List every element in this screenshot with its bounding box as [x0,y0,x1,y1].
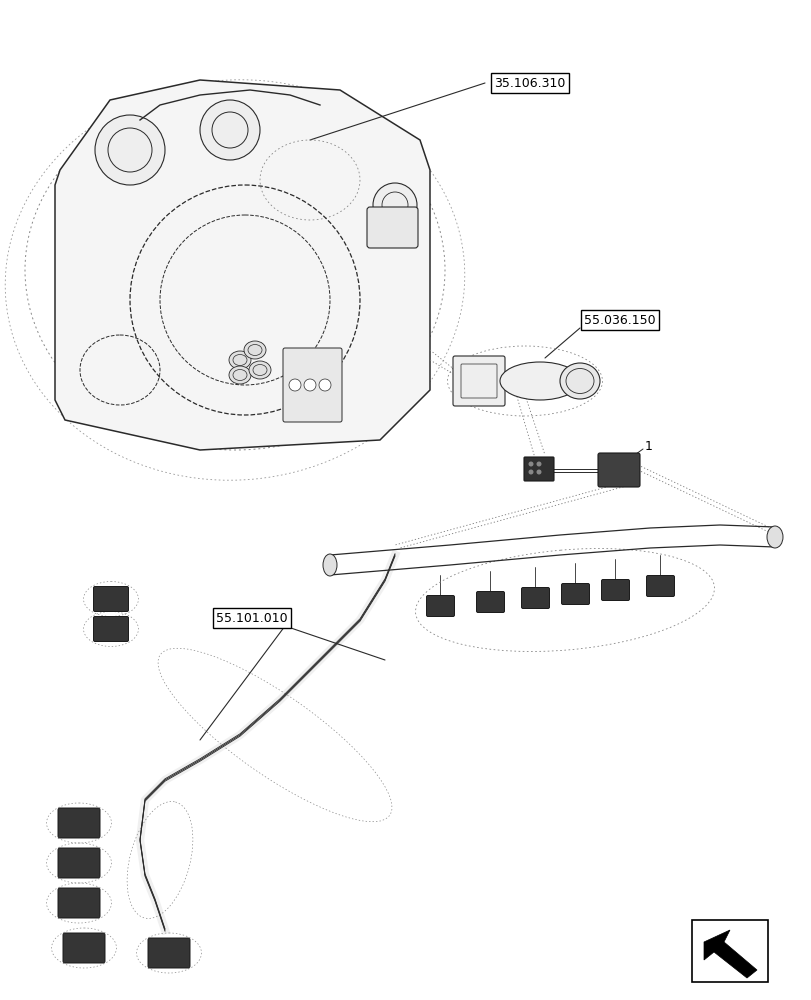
FancyBboxPatch shape [691,920,767,982]
Circle shape [528,462,533,466]
Text: 55.036.150: 55.036.150 [583,314,655,326]
FancyBboxPatch shape [601,580,629,600]
FancyBboxPatch shape [646,576,674,596]
Ellipse shape [229,351,251,369]
Polygon shape [55,80,430,450]
FancyBboxPatch shape [561,584,589,604]
Circle shape [95,115,165,185]
FancyBboxPatch shape [58,848,100,878]
FancyBboxPatch shape [93,586,128,611]
FancyBboxPatch shape [93,616,128,642]
Ellipse shape [249,361,271,379]
FancyBboxPatch shape [523,457,553,481]
FancyBboxPatch shape [63,933,105,963]
Circle shape [372,183,417,227]
FancyBboxPatch shape [58,808,100,838]
Text: 55.101.010: 55.101.010 [216,611,287,624]
FancyBboxPatch shape [283,348,341,422]
Text: 1: 1 [644,440,652,454]
Ellipse shape [229,366,251,384]
FancyBboxPatch shape [367,207,418,248]
Circle shape [289,379,301,391]
FancyBboxPatch shape [58,888,100,918]
Circle shape [303,379,315,391]
FancyBboxPatch shape [521,587,549,608]
Circle shape [536,462,541,466]
Ellipse shape [243,341,266,359]
Circle shape [200,100,260,160]
Ellipse shape [323,554,337,576]
Circle shape [319,379,331,391]
Ellipse shape [560,363,599,399]
FancyBboxPatch shape [426,595,454,616]
Text: 35.106.310: 35.106.310 [494,77,565,90]
FancyBboxPatch shape [476,591,504,612]
FancyBboxPatch shape [597,453,639,487]
FancyBboxPatch shape [148,938,190,968]
Ellipse shape [766,526,782,548]
Circle shape [528,470,533,475]
Circle shape [536,470,541,475]
Polygon shape [703,930,756,978]
Ellipse shape [500,362,579,400]
FancyBboxPatch shape [453,356,504,406]
